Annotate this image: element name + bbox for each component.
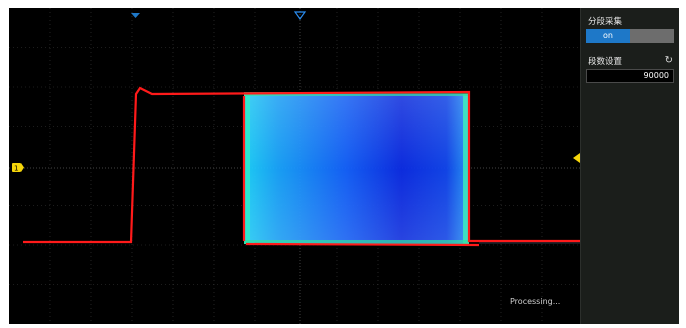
trigger-position-marker — [131, 13, 140, 18]
waveform-canvas: 1 — [9, 8, 580, 324]
toggle-on-option[interactable]: on — [586, 29, 630, 43]
segment-count-input[interactable]: 90000 — [586, 69, 674, 83]
red-trace — [23, 86, 580, 247]
waveform-screen[interactable]: 1 Processing... — [9, 8, 580, 324]
side-menu-panel: 分段采集 on 段数设置 ↻ 90000 — [580, 8, 679, 324]
refresh-icon[interactable]: ↻ — [664, 55, 673, 66]
segmented-acquisition-label: 分段采集 — [588, 17, 623, 27]
trigger-level-marker — [573, 153, 580, 163]
channel1-marker: 1 — [12, 163, 24, 173]
status-processing-text: Processing... — [510, 297, 561, 306]
timebase-center-marker — [293, 11, 307, 21]
graticule — [9, 8, 580, 324]
svg-text:1: 1 — [14, 165, 18, 173]
oscilloscope-display: 1 Processing... 分段采集 on 段数设置 ↻ 90000 — [9, 8, 679, 324]
segmented-acquisition-toggle[interactable]: on — [586, 29, 674, 43]
segment-count-label: 段数设置 — [588, 57, 623, 67]
